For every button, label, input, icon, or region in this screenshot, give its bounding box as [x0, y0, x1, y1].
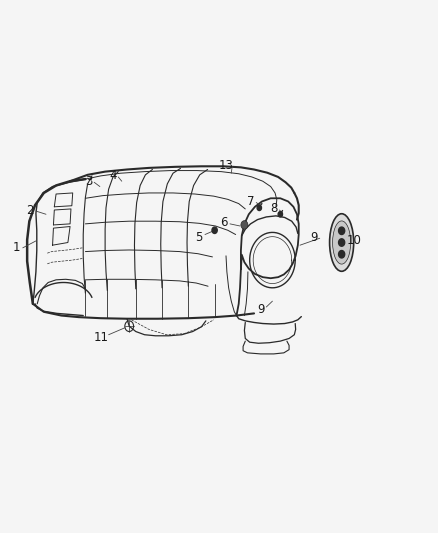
- Text: 5: 5: [196, 231, 203, 244]
- Circle shape: [212, 227, 217, 233]
- Circle shape: [339, 239, 345, 246]
- Text: 7: 7: [247, 195, 254, 208]
- Circle shape: [257, 205, 261, 211]
- Text: 3: 3: [85, 175, 92, 188]
- Text: 8: 8: [271, 203, 278, 215]
- Text: 6: 6: [220, 216, 228, 229]
- Circle shape: [278, 212, 283, 217]
- Text: 9: 9: [311, 231, 318, 244]
- Text: 9: 9: [257, 303, 265, 316]
- Text: 2: 2: [26, 204, 34, 217]
- Circle shape: [339, 227, 345, 235]
- Text: 11: 11: [94, 331, 109, 344]
- Circle shape: [241, 221, 248, 229]
- Text: 13: 13: [219, 159, 234, 172]
- Ellipse shape: [329, 214, 354, 271]
- Text: 4: 4: [109, 169, 117, 182]
- Ellipse shape: [332, 221, 351, 264]
- Circle shape: [339, 251, 345, 258]
- Text: 10: 10: [346, 235, 361, 247]
- Text: 1: 1: [13, 241, 21, 254]
